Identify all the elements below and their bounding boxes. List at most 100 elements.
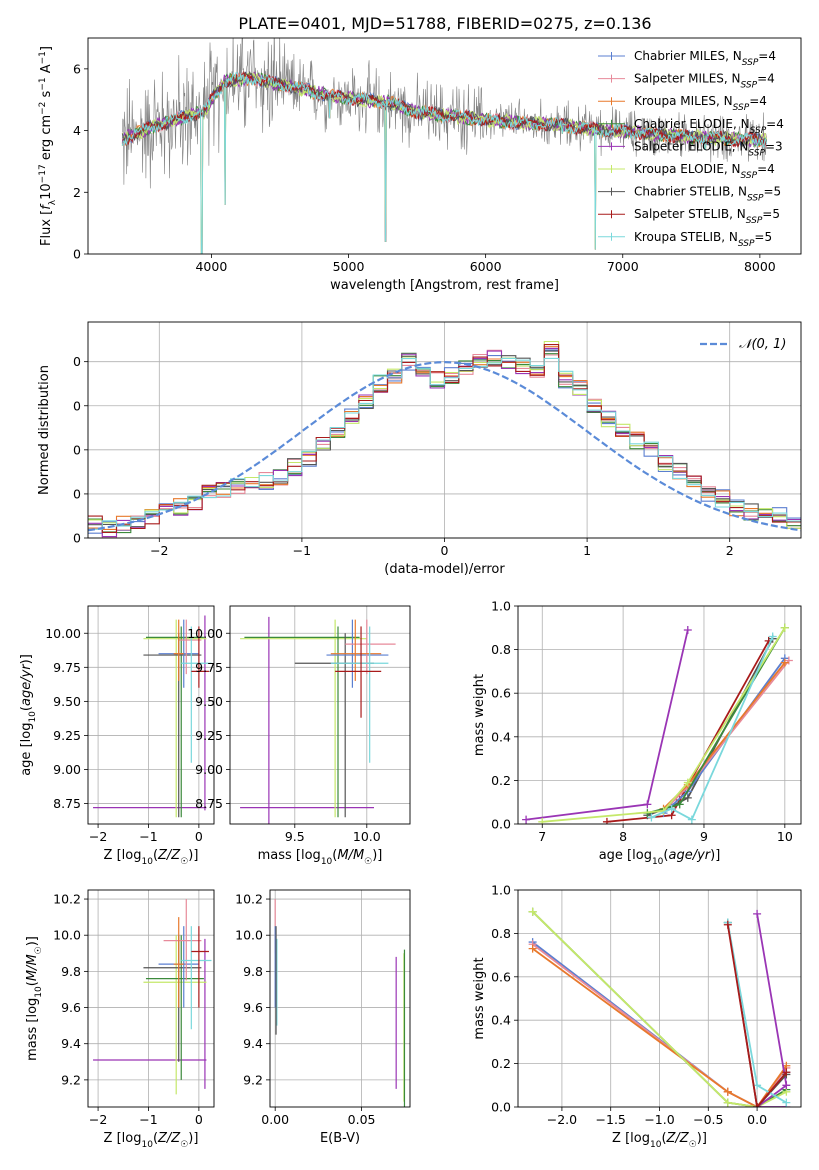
legend-label: Chabrier MILES, NSSP=4 xyxy=(634,49,776,68)
label-part: =4 xyxy=(766,117,784,131)
y-axis-label: Flux [fλ10−17 erg cm−2 s−1 A−1] xyxy=(38,46,58,246)
y-tick-label: 0.8 xyxy=(491,642,511,657)
weight-marker xyxy=(768,632,777,641)
weight-marker xyxy=(643,800,652,809)
label-part: erg cm xyxy=(39,115,54,164)
y-tick-label: 0 xyxy=(73,398,81,413)
y-tick-label: 8.75 xyxy=(53,796,81,811)
y-tick-label: 9.25 xyxy=(195,728,223,743)
weight-line-salpeter-elodie xyxy=(755,913,788,1107)
weight-line-kroupa-elodie xyxy=(531,911,787,1107)
label-part: age [log xyxy=(599,848,652,863)
y-tick-label: 10.0 xyxy=(53,928,81,943)
weight-line-kroupa-miles xyxy=(662,662,786,810)
label-part: Normed distribution xyxy=(37,365,52,495)
label-part: SSP xyxy=(741,171,758,181)
label-part: M/M xyxy=(25,954,40,981)
label-part: 10 xyxy=(141,857,153,867)
legend-label: Chabrier STELIB, NSSP=5 xyxy=(634,185,781,204)
x-tick-label: −1 xyxy=(293,543,311,558)
label-part: ( xyxy=(661,1131,666,1146)
y-tick-label: 10.00 xyxy=(45,626,81,641)
label-part: ☉ xyxy=(180,1140,188,1150)
label-part: A xyxy=(39,64,54,77)
model-spectrum-kroupa-stelib xyxy=(121,71,767,254)
x-tick-label: 1 xyxy=(583,543,591,558)
label-part: 10 xyxy=(141,1140,153,1150)
label-part: ( xyxy=(332,848,337,863)
label-part: =4 xyxy=(749,94,767,108)
weight-line-kroupa-miles xyxy=(532,947,788,1107)
figure-title: PLATE=0401, MJD=51788, FIBERID=0275, z=0… xyxy=(238,14,651,33)
y-axis-label: mass [log10(M/M☉)] xyxy=(25,936,44,1061)
label-part: Z/Z xyxy=(157,848,181,863)
weight-marker xyxy=(528,944,537,953)
y-tick-label: 2 xyxy=(73,185,81,200)
y-tick-label: 8.75 xyxy=(195,796,223,811)
legend-label: Kroupa ELODIE, NSSP=4 xyxy=(634,162,775,181)
x-tick-label: 10 xyxy=(777,829,793,844)
y-tick-label: 9.00 xyxy=(53,762,81,777)
label-part: =4 xyxy=(758,49,776,63)
x-axis-label: Z [log10(Z/Z☉)] xyxy=(104,1131,199,1150)
x-tick-label: 5000 xyxy=(333,259,365,274)
label-part: ( xyxy=(663,848,668,863)
model-spectrum-chabrier-stelib xyxy=(121,71,767,147)
label-part: =5 xyxy=(762,207,780,221)
label-part: SSP xyxy=(746,216,763,226)
y-tick-label: 0.8 xyxy=(491,926,511,941)
y-axis-label: age [log10(age/yr)] xyxy=(19,654,38,776)
axes-frame xyxy=(269,889,411,1108)
x-axis-label: age [log10(age/yr)] xyxy=(599,848,721,867)
label-part: ] xyxy=(39,46,54,51)
label-part: mass weight xyxy=(472,674,487,756)
y-axis-label: Normed distribution xyxy=(37,365,52,495)
label-part: =5 xyxy=(764,185,782,199)
x-tick-label: 7000 xyxy=(607,259,639,274)
label-part: Z/Z xyxy=(157,1131,181,1146)
label-part: =3 xyxy=(765,139,783,153)
weight-line-salpeter-stelib xyxy=(606,640,770,823)
weight-marker xyxy=(780,658,789,667)
x-tick-label: 9 xyxy=(700,829,708,844)
y-tick-label: 0.6 xyxy=(491,969,511,984)
y-tick-label: 10.2 xyxy=(53,892,81,907)
weight-marker xyxy=(647,813,656,822)
label-part: ( xyxy=(19,706,34,711)
label-part: age [log xyxy=(19,723,34,776)
weight-marker xyxy=(784,656,793,665)
weight-marker xyxy=(723,1098,732,1107)
x-tick-label: 0.0 xyxy=(747,1112,767,1127)
legend-label: Kroupa STELIB, NSSP=5 xyxy=(634,230,772,249)
panel-weight_vs_Z: −2.0 −1.5 −1.0 −0.5 0.0 0.0 0.2 0.4 0.6 0.8 1.0 Z [… xyxy=(472,883,802,1150)
x-tick-label: −2 xyxy=(89,1112,107,1127)
label-part: Salpeter STELIB, N xyxy=(634,207,746,221)
y-tick-label: 0 xyxy=(73,354,81,369)
label-part: Salpeter ELODIE, N xyxy=(634,139,748,153)
weight-marker xyxy=(683,778,692,787)
y-tick-label: 9.8 xyxy=(61,964,81,979)
weight-marker xyxy=(667,804,676,813)
label-part: SSP xyxy=(733,103,750,113)
y-tick-label: 10.00 xyxy=(187,626,223,641)
label-part: Chabrier STELIB, N xyxy=(634,185,747,199)
x-tick-label: 9.5 xyxy=(285,829,305,844)
label-part: SSP xyxy=(741,81,758,91)
label-part: SSP xyxy=(738,239,755,249)
label-part: Chabrier MILES, N xyxy=(634,49,742,63)
label-part: ( xyxy=(153,1131,158,1146)
label-part: mass [log xyxy=(258,848,321,863)
x-tick-label: 0 xyxy=(195,829,203,844)
label-part: E(B-V) xyxy=(320,1131,360,1146)
label-part: =5 xyxy=(754,230,772,244)
x-axis-label: wavelength [Angstrom, rest frame] xyxy=(330,278,559,293)
weight-marker xyxy=(528,907,537,916)
label-part: 10 xyxy=(34,986,44,998)
label-part: ☉ xyxy=(364,857,372,867)
x-tick-label: 4000 xyxy=(195,259,227,274)
x-tick-label: −2 xyxy=(89,829,107,844)
legend-label: Salpeter MILES, NSSP=4 xyxy=(634,72,775,91)
y-tick-label: 0.2 xyxy=(491,1056,511,1071)
